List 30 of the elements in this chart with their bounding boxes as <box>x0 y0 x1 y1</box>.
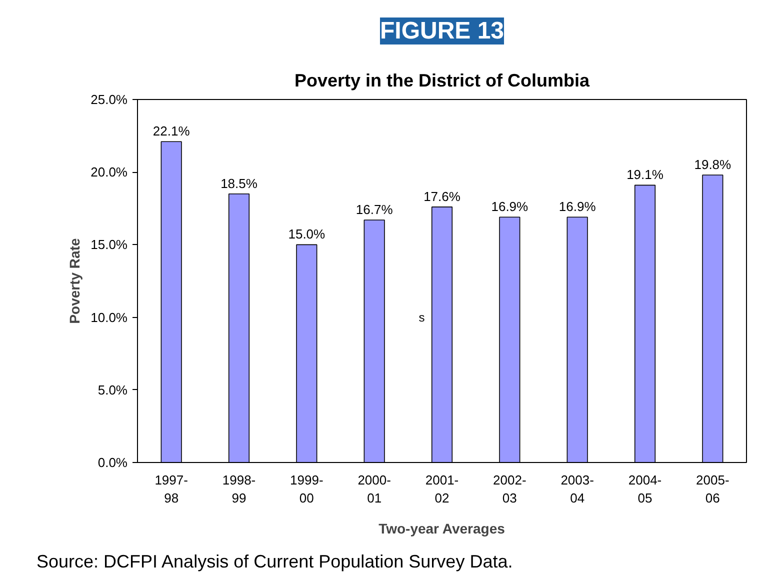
x-tick-label: 2004-05 <box>628 472 662 506</box>
x-tick-label: 2000-01 <box>358 472 391 506</box>
y-tick-label: 20.0% <box>90 164 128 180</box>
data-label: 18.5% <box>220 176 258 191</box>
source-note: Source: DCFPI Analysis of Current Population Survey Data. <box>36 552 513 572</box>
y-tick-label: 15.0% <box>90 237 128 252</box>
x-tick-label: 2003-04 <box>560 472 594 506</box>
x-tick-label: 1998-99 <box>222 472 256 506</box>
annotation: s <box>418 310 425 325</box>
y-tick-label: 5.0% <box>98 382 128 398</box>
x-tick-label: 2001-02 <box>425 472 459 506</box>
x-tick-label: 2002-03 <box>493 472 526 506</box>
data-label: 16.9% <box>491 199 529 214</box>
x-tick-label: 2005-06 <box>696 472 730 506</box>
y-tick-label: 10.0% <box>90 310 128 325</box>
y-tick-label: 0.0% <box>98 455 128 470</box>
y-axis-title: Poverty Rate <box>66 238 83 324</box>
chart-title: Poverty in the District of Columbia <box>294 70 591 90</box>
data-label: 15.0% <box>288 226 326 242</box>
caption: FIGURE 13 <box>380 18 504 44</box>
data-label: 19.1% <box>626 167 664 182</box>
data-label: 17.6% <box>424 188 461 204</box>
data-label: 16.7% <box>356 202 394 218</box>
y-tick-label: 25.0% <box>90 92 128 107</box>
x-axis-title: Two-year Averages <box>378 520 506 536</box>
data-label: 22.1% <box>152 124 190 139</box>
x-tick-label: 1999-00 <box>290 472 324 506</box>
data-label: 19.8% <box>694 157 732 172</box>
x-tick-label: 1997-98 <box>154 472 188 506</box>
data-label: 16.9% <box>558 199 596 214</box>
